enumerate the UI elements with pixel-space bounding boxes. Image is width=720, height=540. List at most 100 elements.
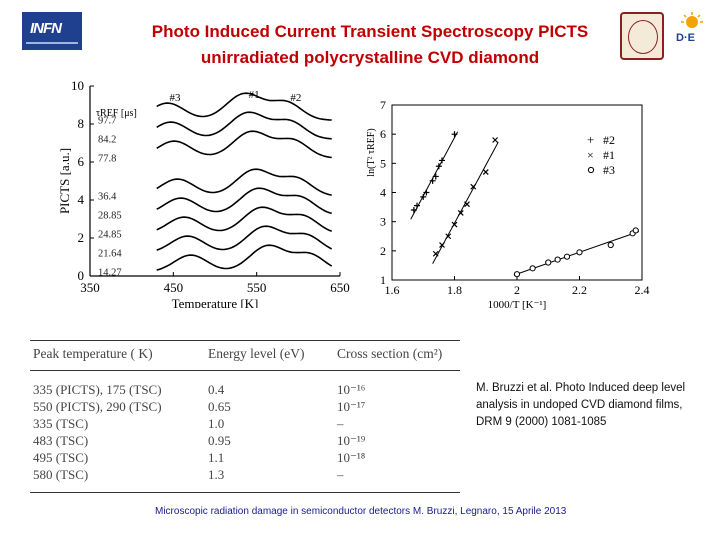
data-point-cross: [445, 233, 452, 240]
x-tick-label: 1.6: [385, 283, 400, 297]
y-tick-label: 4: [380, 186, 386, 200]
table-cell: 335 (TSC): [33, 416, 89, 431]
picts-curve: [156, 92, 332, 121]
arrhenius-plot-area: 1 2 3 4 5 6 7 1.6 1.8 2 2.2 2.4 1000/T [K⁻¹] ln(T² τR…: [366, 98, 650, 311]
table-cell: 495 (TSC): [33, 450, 89, 465]
table-cell: 10⁻¹⁶: [337, 382, 366, 397]
data-point-plus: [429, 177, 436, 184]
y-axis-label: PICTS [a.u.]: [57, 148, 72, 214]
table-cell: 1.0: [208, 416, 225, 431]
table-cell: 0.4: [208, 382, 225, 397]
y-tick-label: 7: [380, 98, 386, 112]
x-tick-label: 550: [247, 280, 267, 295]
x-axis-label: 1000/T [K⁻¹]: [488, 299, 547, 311]
data-point-plus: [410, 207, 417, 213]
picts-curve: [156, 130, 332, 159]
table-header-energy: Energy level (eV): [208, 346, 305, 361]
data-point-plus: [435, 163, 442, 170]
slide-footer: Microscopic radiation damage in semicond…: [155, 506, 567, 517]
data-point-circle: [529, 265, 536, 272]
infn-logo-text: INFN: [30, 20, 62, 37]
data-point-cross: [451, 221, 458, 228]
table-cell: 335 (PICTS), 175 (TSC): [33, 382, 162, 397]
table-cell: 10⁻¹⁷: [337, 399, 366, 414]
data-point-plus: [423, 189, 430, 196]
x-tick-label: 1.8: [447, 283, 462, 297]
table-header-cross-section: Cross section (cm²): [337, 346, 443, 361]
de-logo-icon: D·E: [672, 12, 712, 52]
picts-plot-area: 0 2 4 6 8 10 350 450 550 650 Temperature [K] PICTS …: [57, 78, 350, 308]
series-label: 36.4: [98, 191, 117, 202]
table-cell: 580 (TSC): [33, 467, 89, 482]
series-label: 24.85: [98, 229, 122, 240]
x-axis-label: Temperature [K]: [172, 296, 259, 308]
data-point-circle: [554, 256, 561, 263]
data-point-circle: [545, 259, 552, 266]
table-cell: 483 (TSC): [33, 433, 89, 448]
data-point-cross: [492, 137, 499, 143]
data-point-circle: [607, 241, 614, 249]
series-label: 14.27: [98, 267, 122, 278]
y-tick-label: 4: [78, 192, 85, 207]
picts-curve: [156, 244, 333, 271]
table-cell: –: [337, 416, 344, 431]
x-tick-label: 650: [330, 280, 350, 295]
sun-icon: [681, 12, 703, 28]
peak-label: #3: [170, 92, 182, 104]
x-tick-label: 350: [80, 280, 100, 295]
picts-curve: [156, 168, 332, 196]
picts-curve: [156, 225, 333, 251]
data-point-cross: [432, 250, 439, 257]
slide-title-line2: unirradiated polycrystalline CVD diamond: [200, 48, 540, 67]
de-logo-text: D·E: [676, 32, 695, 44]
series-label: 84.2: [98, 134, 116, 145]
fit-line: [410, 131, 459, 220]
table-cell: 10⁻¹⁸: [337, 450, 366, 465]
y-axis-label: ln(T² τREF): [366, 128, 377, 176]
y-tick-label: 8: [78, 116, 85, 131]
table-cell: 1.3: [208, 467, 225, 482]
table-cell: –: [337, 467, 344, 482]
series-label: 28.85: [98, 210, 122, 221]
legend-marker: ×: [587, 148, 594, 162]
table-header-peak: Peak temperature ( K): [33, 346, 153, 361]
trap-parameters-table: Peak temperature ( K) Energy level (eV) …: [30, 340, 460, 500]
reference-citation: M. Bruzzi et al. Photo Induced deep leve…: [476, 382, 686, 428]
data-point-circle: [632, 227, 639, 234]
table-cell: 550 (PICTS), 290 (TSC): [33, 399, 162, 414]
y-tick-label: 6: [380, 127, 386, 141]
data-point-plus: [451, 131, 458, 138]
y-tick-label: 0: [78, 268, 85, 283]
table-cell: 0.65: [208, 399, 231, 414]
y-tick-label: 6: [78, 154, 85, 169]
series-label: 21.64: [98, 248, 122, 259]
y-tick-label: 2: [78, 230, 85, 245]
x-tick-label: 2.4: [635, 283, 650, 297]
legend-title: τREF [μs]: [96, 108, 137, 119]
data-point-cross: [464, 201, 470, 208]
legend-label: #1: [603, 148, 615, 162]
table-cell: 10⁻¹⁹: [337, 433, 366, 448]
data-point-cross: [439, 242, 445, 248]
data-point-circle: [576, 249, 583, 256]
y-tick-label: 10: [71, 78, 84, 93]
data-point-circle: [563, 253, 571, 260]
picts-curve: [156, 206, 332, 233]
series-label: 77.8: [98, 153, 116, 164]
table-cell: 0.95: [208, 433, 231, 448]
legend-label: #2: [603, 133, 615, 147]
data-point-plus: [432, 173, 439, 180]
legend-marker: [587, 166, 595, 174]
plot-frame: [391, 104, 643, 281]
slide-title-line1: Photo Induced Current Transient Spectros…: [151, 22, 589, 41]
table-cell: 1.1: [208, 450, 225, 465]
legend-marker: +: [587, 132, 594, 147]
arrhenius-chart: 1 2 3 4 5 6 7 1.6 1.8 2 2.2 2.4 1000/T [K⁻¹] ln(T² τR…: [366, 98, 650, 311]
picts-curve: [156, 111, 332, 140]
data-point-cross: [470, 183, 477, 190]
university-seal-icon: [620, 12, 664, 60]
y-tick-label: 2: [380, 244, 386, 258]
picts-curve: [156, 187, 332, 215]
data-point-circle: [513, 271, 521, 278]
y-tick-label: 1: [380, 273, 386, 287]
